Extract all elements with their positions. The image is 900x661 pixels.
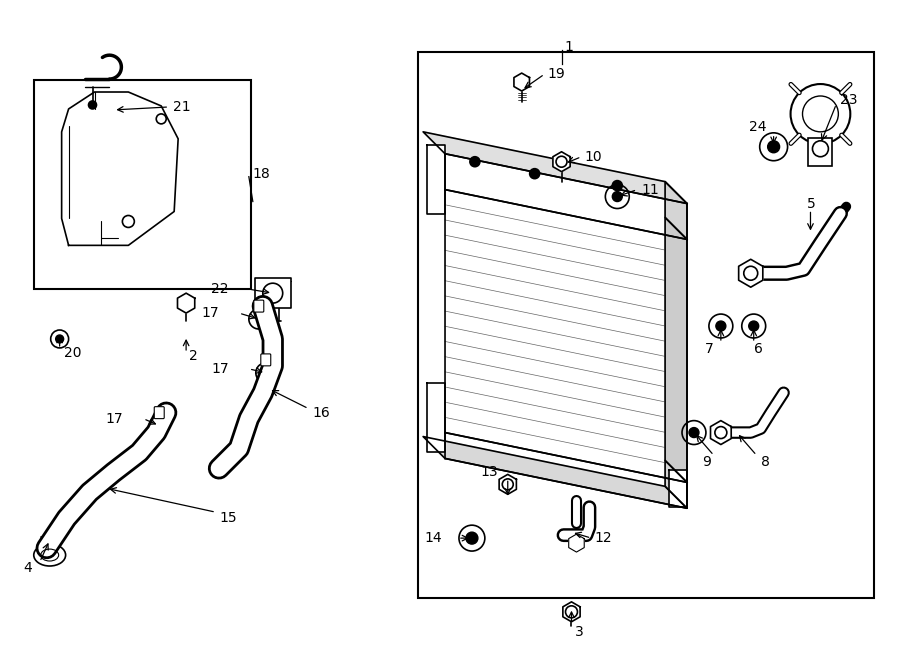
Text: 7: 7	[705, 342, 714, 356]
Text: 23: 23	[841, 93, 858, 107]
Polygon shape	[445, 432, 687, 508]
Polygon shape	[445, 190, 687, 483]
Polygon shape	[177, 293, 194, 313]
Polygon shape	[423, 436, 687, 508]
Text: 4: 4	[23, 561, 32, 575]
Bar	[418, 52, 874, 598]
Text: 24: 24	[749, 120, 767, 134]
Bar	[255, 278, 291, 308]
Polygon shape	[569, 534, 584, 552]
Text: 19: 19	[547, 67, 565, 81]
FancyBboxPatch shape	[254, 300, 264, 312]
Polygon shape	[665, 461, 687, 508]
Circle shape	[749, 321, 759, 331]
Polygon shape	[500, 475, 517, 494]
Text: 22: 22	[212, 282, 229, 296]
Text: 2: 2	[189, 349, 198, 363]
Polygon shape	[553, 152, 571, 172]
Polygon shape	[562, 602, 580, 622]
Text: 15: 15	[219, 511, 237, 525]
Circle shape	[88, 101, 96, 109]
Circle shape	[689, 428, 699, 438]
Text: 16: 16	[312, 406, 330, 420]
Text: 10: 10	[584, 150, 602, 164]
Polygon shape	[710, 420, 731, 444]
Polygon shape	[428, 383, 445, 453]
Polygon shape	[665, 182, 687, 239]
Text: 13: 13	[481, 465, 498, 479]
Circle shape	[768, 141, 779, 153]
Text: 21: 21	[173, 100, 191, 114]
Text: 17: 17	[202, 306, 219, 320]
Text: 14: 14	[425, 531, 442, 545]
Text: 5: 5	[806, 196, 815, 211]
Polygon shape	[61, 92, 178, 245]
Polygon shape	[423, 132, 687, 204]
Circle shape	[56, 335, 64, 343]
Polygon shape	[445, 154, 687, 239]
Polygon shape	[428, 145, 445, 214]
Circle shape	[470, 157, 480, 167]
Polygon shape	[665, 217, 687, 483]
Polygon shape	[739, 259, 763, 287]
Text: 18: 18	[253, 167, 271, 180]
Polygon shape	[669, 471, 687, 507]
Text: 17: 17	[106, 412, 123, 426]
FancyBboxPatch shape	[261, 354, 271, 366]
Text: 3: 3	[574, 625, 583, 639]
Circle shape	[612, 192, 622, 202]
Bar	[808, 137, 833, 166]
Text: 11: 11	[641, 182, 659, 196]
Circle shape	[612, 180, 622, 190]
Text: 1: 1	[564, 40, 573, 54]
Text: 6: 6	[753, 342, 762, 356]
Bar	[34, 80, 251, 289]
Circle shape	[530, 169, 540, 178]
Text: 12: 12	[594, 531, 612, 545]
Text: 20: 20	[64, 346, 81, 360]
Polygon shape	[514, 73, 529, 91]
Text: 8: 8	[760, 455, 770, 469]
Text: 17: 17	[212, 362, 229, 376]
Circle shape	[466, 532, 478, 544]
Circle shape	[716, 321, 725, 331]
FancyBboxPatch shape	[154, 407, 164, 418]
Text: 9: 9	[702, 455, 711, 469]
